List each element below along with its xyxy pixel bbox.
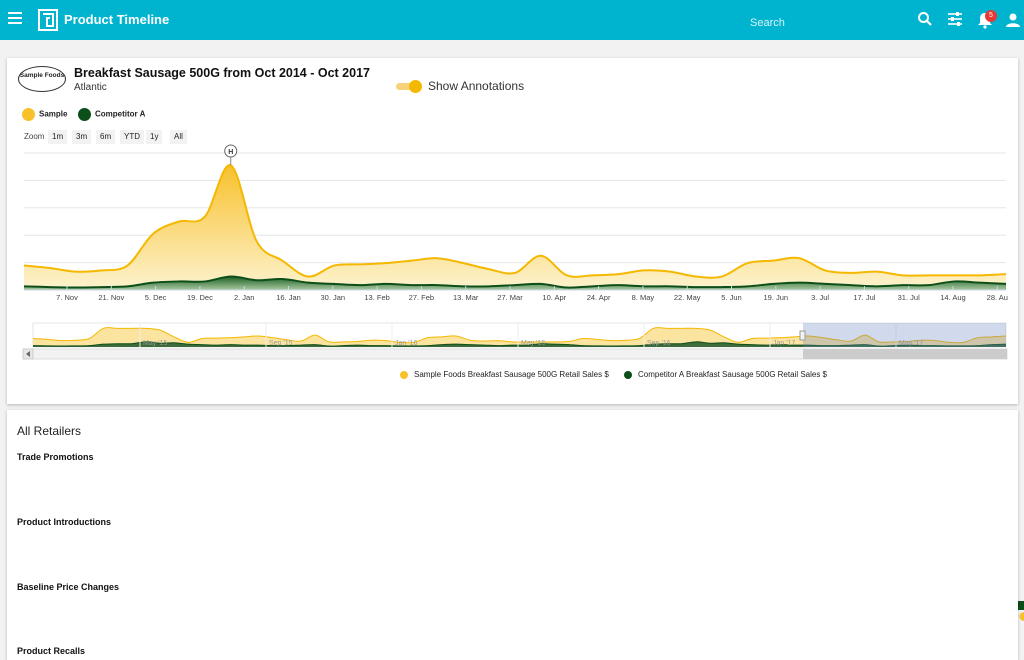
navigator-tick-label: Jan '16 bbox=[395, 340, 417, 347]
product-recalls-title: Product Recalls bbox=[17, 646, 86, 656]
navigator[interactable]: May '15 Sep '15 Jan '16 May '16 Sep '16 Jan '… bbox=[22, 322, 1008, 360]
x-axis-tick-label: 7. Nov bbox=[56, 293, 78, 302]
x-axis-tick-label: 21. Nov bbox=[98, 293, 124, 302]
app-title: Product Timeline bbox=[64, 12, 170, 27]
competitor-navigator-line bbox=[32, 341, 1007, 347]
chart-title: Breakfast Sausage 500G from Oct 2014 - O… bbox=[74, 66, 370, 80]
zoom-1m-button[interactable]: 1m bbox=[48, 130, 68, 144]
zoom-3m-button[interactable]: 3m bbox=[72, 130, 92, 144]
baseline-price-changes-title: Baseline Price Changes bbox=[17, 582, 120, 592]
app-bar: Product Timeline Search 5 bbox=[0, 0, 1024, 40]
x-axis-tick-label: 16. Jan bbox=[276, 293, 301, 302]
legend-label: Sample bbox=[39, 109, 68, 119]
navigator-scrollbar-thumb bbox=[803, 349, 1007, 359]
x-axis-tick-label: 14. Aug bbox=[940, 293, 965, 302]
sample-series-line bbox=[23, 164, 1007, 279]
legend-swatch bbox=[22, 108, 35, 121]
x-axis-tick-label: 17. Jul bbox=[853, 293, 875, 302]
logo-icon bbox=[38, 9, 58, 31]
user-icon[interactable] bbox=[1004, 11, 1022, 29]
x-axis-tick-label: 22. May bbox=[674, 293, 701, 302]
x-axis-tick-label: 13. Mar bbox=[453, 293, 479, 302]
navigator-tick-label: Sep '15 bbox=[269, 340, 293, 347]
x-axis-tick-label: 13. Feb bbox=[364, 293, 389, 302]
chevron-left-icon bbox=[26, 351, 30, 357]
search-input[interactable]: Search bbox=[750, 17, 785, 29]
legend-item-sample[interactable]: Sample bbox=[22, 108, 67, 121]
sample-series-area bbox=[24, 164, 1006, 290]
x-axis-tick-label: 8. May bbox=[632, 293, 655, 302]
zoom-6m-button[interactable]: 6m bbox=[96, 130, 116, 144]
annotation-flag[interactable]: H bbox=[224, 144, 238, 166]
region-label: Atlantic bbox=[74, 82, 107, 93]
x-axis-tick-label: 19. Dec bbox=[187, 293, 213, 302]
x-axis-tick-label: 5. Dec bbox=[145, 293, 167, 302]
menu-icon[interactable] bbox=[8, 12, 22, 26]
navigator-tick-label: May '17 bbox=[899, 340, 923, 347]
annotation-label: H bbox=[228, 149, 233, 156]
competitor-series-line bbox=[23, 275, 1007, 289]
navigator-tick-label: May '16 bbox=[521, 340, 545, 347]
filter-icon[interactable] bbox=[946, 10, 964, 28]
x-axis-tick-label: 27. Feb bbox=[409, 293, 434, 302]
product-introductions-title: Product Introductions bbox=[17, 517, 111, 527]
legend-swatch bbox=[78, 108, 91, 121]
sample-navigator-line bbox=[32, 327, 1007, 344]
navigator-tick-label: Sep '16 bbox=[647, 340, 671, 347]
series-layer bbox=[23, 164, 1007, 290]
x-axis-tick-label: 28. Au bbox=[987, 293, 1008, 302]
annotations-toggle-label: Show Annotations bbox=[428, 79, 525, 93]
annotation-marker bbox=[224, 144, 238, 158]
retailers-title: All Retailers bbox=[17, 424, 82, 438]
navigator-tick-label: Jan '17 bbox=[773, 340, 795, 347]
x-axis-tick-label: 27. Mar bbox=[497, 293, 523, 302]
legend-swatch bbox=[400, 370, 408, 379]
x-axis-tick-label: 2. Jan bbox=[234, 293, 254, 302]
legend-swatch bbox=[624, 370, 632, 379]
legend-item-competitor-series[interactable]: Competitor A Breakfast Sausage 500G Reta… bbox=[624, 370, 827, 379]
navigator-tick-label: May '15 bbox=[143, 340, 167, 347]
navigator-selection bbox=[803, 323, 1006, 347]
x-axis-tick-label: 10. Apr bbox=[542, 293, 566, 302]
notification-badge: 5 bbox=[985, 10, 997, 22]
retailers-card bbox=[7, 410, 1018, 660]
brand-logo: Sample Foods bbox=[18, 66, 66, 92]
legend-label: Competitor A bbox=[95, 109, 146, 119]
navigator-handle-left bbox=[799, 330, 806, 341]
x-axis-tick-label: 5. Jun bbox=[721, 293, 741, 302]
trade-promotions-title: Trade Promotions bbox=[17, 452, 94, 462]
sample-navigator-area bbox=[33, 327, 1006, 347]
search-icon[interactable] bbox=[916, 10, 934, 28]
legend-label: Sample Foods Breakfast Sausage 500G Reta… bbox=[414, 370, 609, 379]
x-axis-tick-label: 30. Jan bbox=[320, 293, 345, 302]
x-axis-tick-label: 24. Apr bbox=[587, 293, 611, 302]
x-axis-tick-label: 3. Jul bbox=[811, 293, 829, 302]
zoom-label: Zoom bbox=[24, 132, 45, 141]
zoom-1y-button[interactable]: 1y bbox=[146, 130, 163, 144]
x-axis-tick-label: 19. Jun bbox=[763, 293, 788, 302]
sample-price-change-bar[interactable] bbox=[1019, 612, 1024, 621]
annotations-toggle[interactable] bbox=[396, 80, 424, 93]
legend-label: Competitor A Breakfast Sausage 500G Reta… bbox=[638, 370, 827, 379]
zoom-ytd-button[interactable]: YTD bbox=[120, 130, 144, 144]
x-axis: 7. Nov 21. Nov 5. Dec 19. Dec 2. Jan 16. Jan 3… bbox=[24, 286, 1008, 302]
legend-item-competitor[interactable]: Competitor A bbox=[78, 108, 145, 121]
legend-item-sample-series[interactable]: Sample Foods Breakfast Sausage 500G Reta… bbox=[400, 370, 609, 379]
x-axis-tick-label: 31. Jul bbox=[898, 293, 920, 302]
zoom-all-button[interactable]: All bbox=[170, 130, 187, 144]
